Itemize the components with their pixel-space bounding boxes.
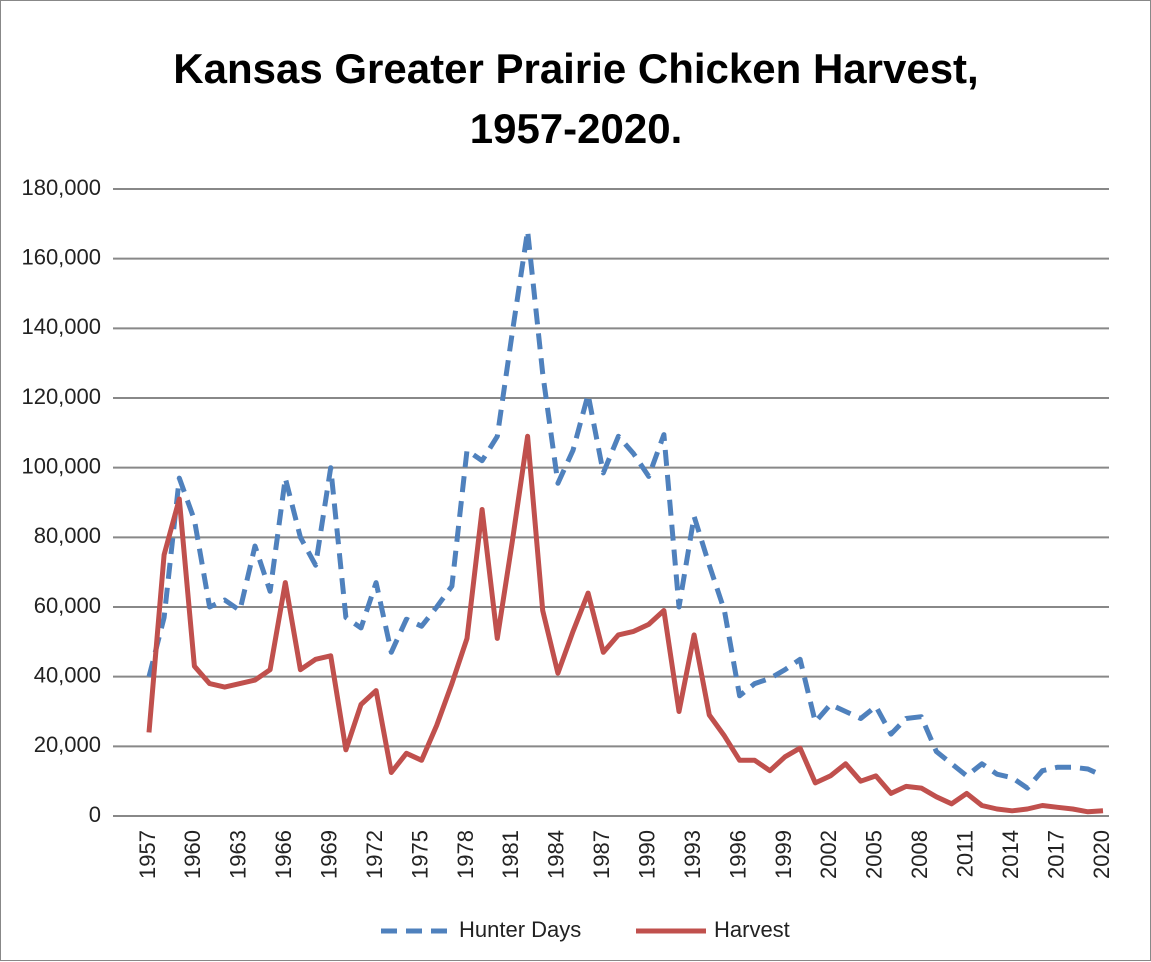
series-line: [146, 433, 1104, 815]
x-tick-label: 1999: [771, 830, 796, 879]
x-tick-label: 1960: [180, 830, 205, 879]
y-tick-label: 120,000: [21, 384, 101, 409]
legend-label: Hunter Days: [459, 917, 581, 942]
y-tick-label: 160,000: [21, 244, 101, 269]
x-tick-label: 2020: [1089, 830, 1114, 879]
x-tick-label: 2008: [907, 830, 932, 879]
y-tick-label: 100,000: [21, 453, 101, 478]
x-tick-label: 1969: [317, 830, 342, 879]
y-tick-label: 80,000: [34, 523, 101, 548]
x-tick-label: 1996: [725, 830, 750, 879]
x-tick-label: 1957: [135, 830, 160, 879]
x-tick-label: 1990: [635, 830, 660, 879]
series-line: [146, 228, 1105, 791]
y-tick-label: 40,000: [34, 662, 101, 687]
x-tick-label: 1978: [453, 830, 478, 879]
x-tick-label: 1993: [680, 830, 705, 879]
chart-title: Kansas Greater Prairie Chicken Harvest, …: [173, 45, 979, 152]
x-tick-label: 2011: [953, 830, 978, 877]
x-tick-label: 1972: [362, 830, 387, 879]
x-tick-label: 1984: [544, 830, 569, 879]
x-tick-label: 2017: [1043, 830, 1068, 879]
x-tick-label: 1981: [498, 830, 523, 879]
x-tick-label: 1966: [271, 830, 296, 879]
x-tick-label: 1963: [226, 830, 251, 879]
x-tick-label: 2005: [862, 830, 887, 879]
y-tick-label: 20,000: [34, 732, 101, 757]
x-tick-label: 2002: [816, 830, 841, 879]
y-tick-label: 0: [89, 802, 101, 827]
x-tick-label: 2014: [998, 830, 1023, 879]
x-tick-label: 1975: [407, 830, 432, 879]
y-tick-label: 140,000: [21, 314, 101, 339]
x-tick-label: 1987: [589, 830, 614, 879]
y-tick-label: 180,000: [21, 175, 101, 200]
legend-label: Harvest: [714, 917, 790, 942]
y-tick-label: 60,000: [34, 593, 101, 618]
